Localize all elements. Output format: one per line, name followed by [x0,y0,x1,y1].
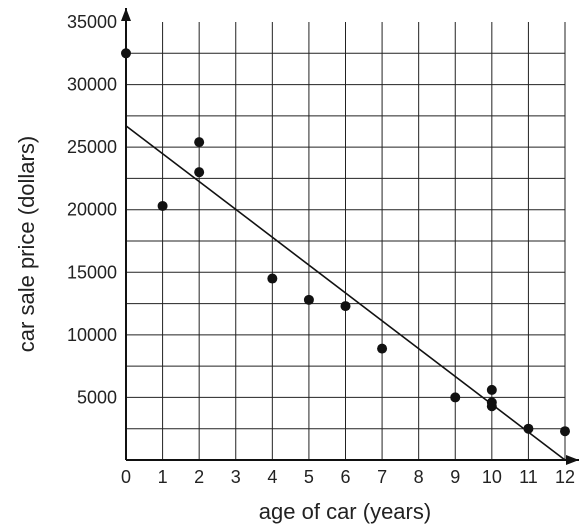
y-tick-label: 5000 [77,387,117,407]
data-point [486,401,497,412]
data-point [303,294,314,305]
x-tick-label: 2 [194,467,204,487]
x-tick-label: 7 [377,467,387,487]
data-points [121,48,570,437]
data-point [377,343,388,354]
data-point [340,301,351,312]
x-tick-label: 5 [304,467,314,487]
x-tick-label: 4 [267,467,277,487]
data-point [523,423,534,434]
data-point [560,426,570,437]
y-tick-label: 25000 [67,137,117,157]
data-point [157,200,168,211]
y-axis-label: car sale price (dollars) [14,136,39,352]
data-point [194,167,205,178]
x-tick-label: 6 [340,467,350,487]
y-tick-label: 10000 [67,325,117,345]
tick-labels: 0 1 2 3 4 5 6 7 8 9 10 11 12500010000150002000025000… [67,12,575,487]
data-point [486,384,497,395]
y-tick-label: 35000 [67,12,117,32]
y-tick-label: 20000 [67,200,117,220]
x-tick-label: 3 [231,467,241,487]
x-tick-label: 8 [414,467,424,487]
data-point [121,48,131,59]
data-point [267,273,278,284]
x-axis-arrow [566,455,579,465]
x-tick-label: 12 [555,467,575,487]
x-tick-label: 10 [482,467,502,487]
y-tick-label: 15000 [67,262,117,282]
y-tick-label: 30000 [67,75,117,95]
x-tick-label: 11 [519,467,538,487]
data-point [450,392,461,403]
data-point [194,137,205,148]
y-axis-arrow [121,8,131,21]
x-axis-label: age of car (years) [259,499,431,524]
x-tick-label: 9 [450,467,460,487]
grid [126,22,566,460]
x-tick-label: 1 [158,467,168,487]
axes [121,8,579,465]
x-tick-label: 0 [121,467,131,487]
